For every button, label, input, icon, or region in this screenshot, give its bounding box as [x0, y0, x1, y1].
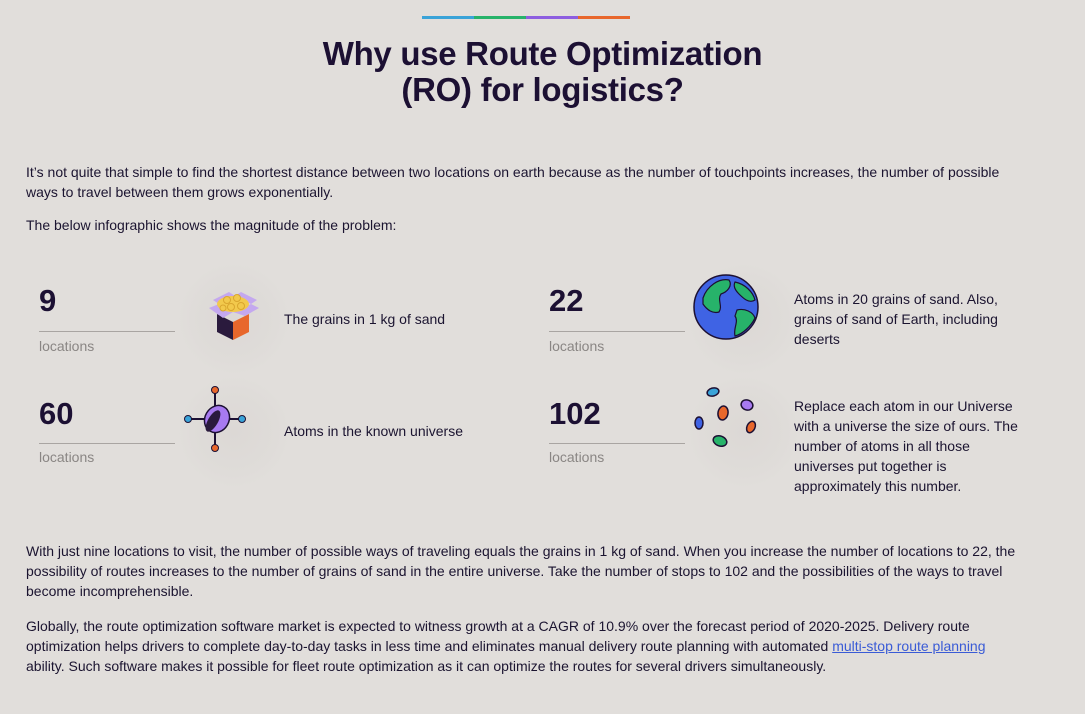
stat-number: 60: [39, 396, 74, 431]
stat-description: Replace each atom in our Universe with a…: [794, 398, 1018, 494]
stat-divider: [39, 331, 175, 332]
stat-divider: [549, 443, 685, 444]
stat-divider: [39, 443, 175, 444]
page-title-line1: Why use Route Optimization: [322, 35, 763, 72]
earth-globe-icon: [689, 264, 799, 374]
intro-paragraph: It’s not quite that simple to find the s…: [26, 164, 1000, 200]
stat-card-60: 60 locations Atoms in the known universe: [39, 377, 539, 497]
stat-card-22: 22 locations Atoms in 20 grains of sand.…: [549, 264, 1049, 384]
market-text-start: Globally, the route optimization softwar…: [26, 618, 970, 654]
sand-box-icon: [179, 264, 289, 374]
stat-description: Atoms in 20 grains of sand. Also, grains…: [794, 291, 998, 347]
stat-card-9: 9 locations The grains in 1 kg of sand: [39, 264, 539, 384]
stat-divider: [549, 331, 685, 332]
stat-number: 9: [39, 283, 57, 318]
multi-stop-route-planning-link[interactable]: multi-stop route planning: [832, 638, 986, 654]
page-title: Why use Route Optimization (RO) for logi…: [0, 36, 1085, 108]
title-accent-bar: [422, 16, 630, 19]
intro-infographic-note: The below infographic shows the magnitud…: [26, 217, 397, 233]
stat-card-102: 102 locations Replace each atom in our U…: [549, 377, 1049, 497]
atom-icon: [179, 377, 289, 487]
accent-segment-blue: [422, 16, 474, 19]
scattered-particles-icon: [689, 377, 799, 487]
accent-segment-purple: [526, 16, 578, 19]
stat-description: The grains in 1 kg of sand: [284, 311, 446, 327]
stat-unit: locations: [549, 449, 605, 465]
stat-unit: locations: [39, 338, 95, 354]
stat-description: Atoms in the known universe: [284, 423, 463, 439]
page-title-line2: (RO) for logistics?: [401, 71, 684, 108]
stat-number: 102: [549, 396, 601, 431]
market-growth-paragraph: Globally, the route optimization softwar…: [26, 616, 1026, 676]
stat-unit: locations: [39, 449, 95, 465]
accent-segment-orange: [578, 16, 630, 19]
explanation-paragraph: With just nine locations to visit, the n…: [26, 543, 1016, 599]
market-text-end: ability. Such software makes it possible…: [26, 658, 827, 674]
stat-unit: locations: [549, 338, 605, 354]
stat-number: 22: [549, 283, 584, 318]
accent-segment-green: [474, 16, 526, 19]
